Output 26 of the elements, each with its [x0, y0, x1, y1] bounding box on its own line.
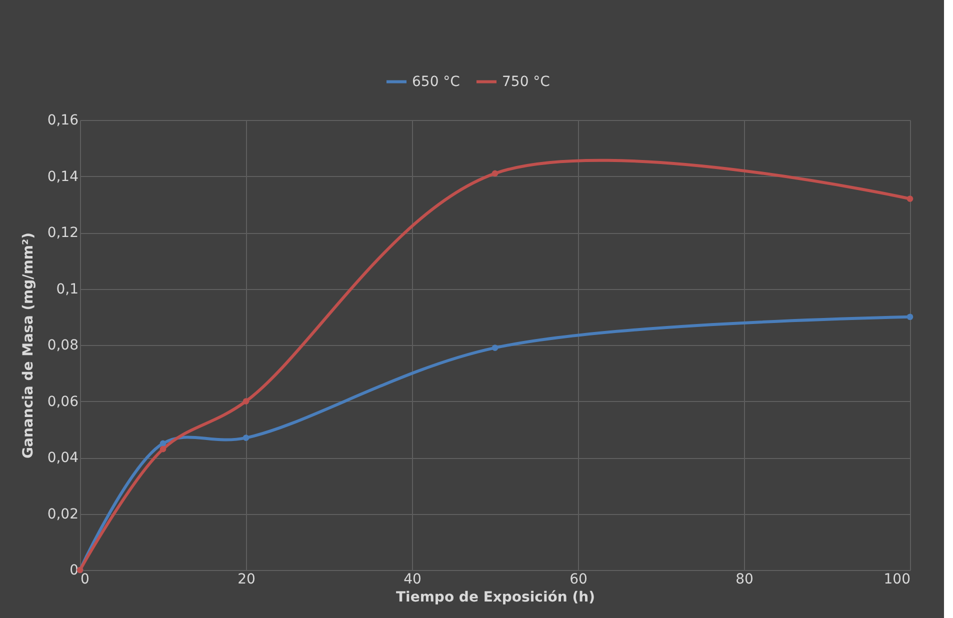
x-tick-label: 60	[570, 572, 588, 588]
legend-label: 650 °C	[412, 74, 460, 90]
point	[242, 434, 250, 441]
y-tick-label: 0,02	[47, 506, 78, 522]
point	[492, 170, 498, 177]
y-tick-label: 0,12	[47, 225, 78, 241]
x-tick-label: 20	[238, 572, 256, 588]
y-tick-label: 0,1	[56, 281, 78, 298]
x-tick-label: 0	[80, 572, 90, 588]
point	[160, 446, 166, 452]
point	[492, 344, 498, 351]
x-axis-title: Tiempo de Exposición (h)	[396, 590, 596, 606]
x-tick-label: 100	[884, 572, 910, 588]
point	[906, 196, 914, 202]
y-tick-label: 0,16	[47, 112, 79, 128]
point	[906, 314, 914, 320]
x-tick-label: 80	[736, 572, 754, 588]
y-tick-label: 0,04	[47, 450, 79, 466]
y-tick-label: 0,06	[47, 394, 79, 410]
y-axis-title: Ganancia de Masa (mg/mm²)	[20, 232, 36, 458]
x-tick-label: 40	[404, 572, 422, 588]
point	[160, 440, 166, 447]
y-tick-label: 0,14	[47, 168, 79, 185]
point	[242, 398, 250, 404]
legend-label: 750 °C	[502, 74, 550, 90]
y-tick-label: 0,08	[47, 338, 78, 354]
